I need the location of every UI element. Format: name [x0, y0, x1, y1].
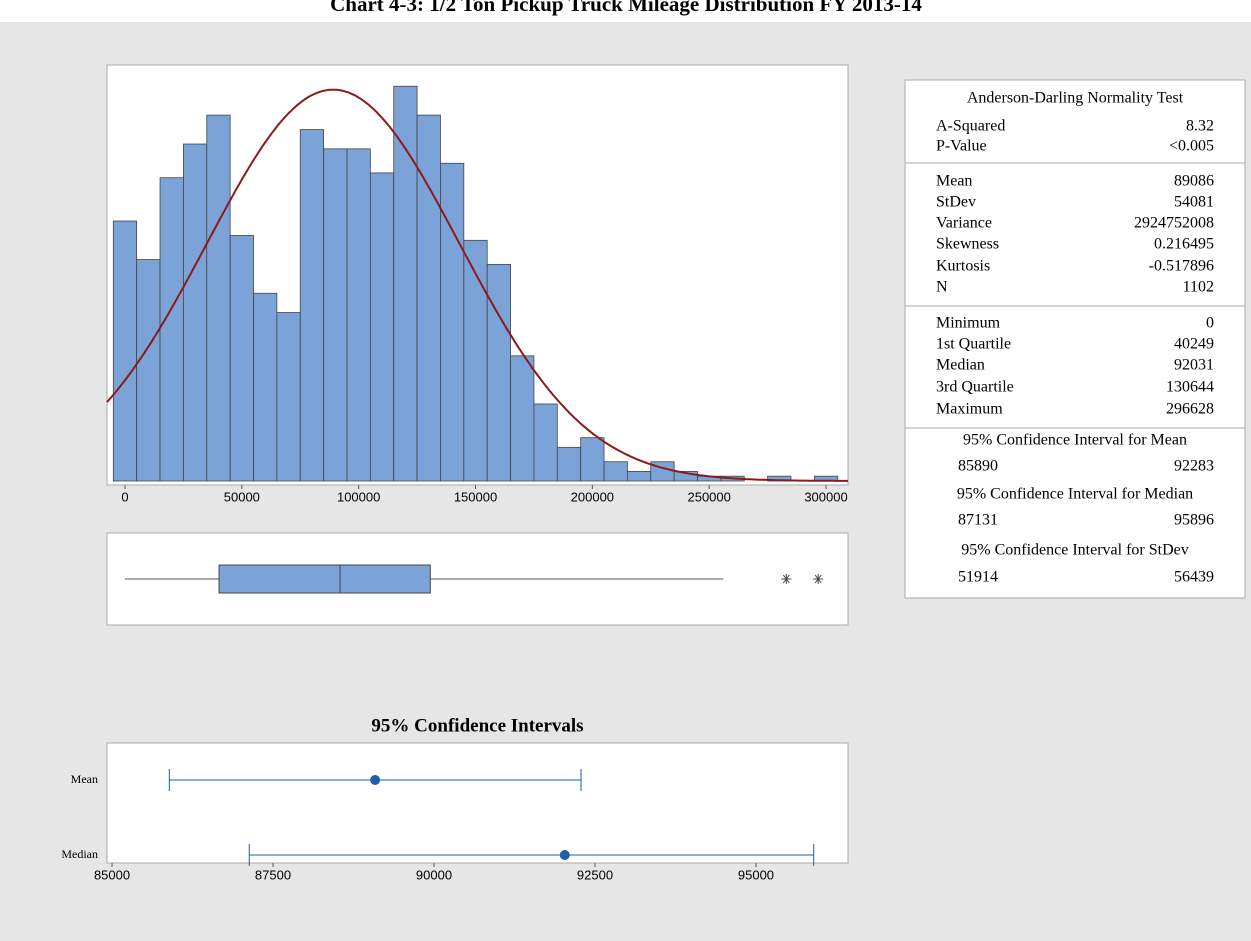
chart-title: Chart 4-3: 1/2 Ton Pickup Truck Mileage … — [330, 0, 922, 16]
histogram-bar — [136, 259, 161, 482]
interval-high: 56439 — [1174, 569, 1214, 586]
stat-label: Median — [936, 357, 985, 374]
stat-label: N — [936, 279, 948, 296]
histogram-bar — [603, 461, 628, 482]
stat-label: Mean — [936, 173, 972, 190]
stat-value: 0 — [1206, 315, 1214, 332]
box — [218, 564, 431, 594]
interval-low: 85890 — [958, 458, 998, 475]
x-tick-label: 300000 — [804, 489, 847, 504]
histogram-bar — [393, 85, 418, 482]
interval-low: 51914 — [958, 569, 998, 586]
estimate-point — [559, 850, 570, 860]
stat-label: Maximum — [936, 401, 1003, 418]
x-tick-label: 92500 — [577, 867, 613, 882]
histogram-bar — [159, 177, 184, 482]
histogram-bar — [416, 114, 441, 482]
summary-table — [904, 79, 1246, 599]
stat-value: 54081 — [1174, 194, 1214, 211]
interval-high: 92283 — [1174, 458, 1214, 475]
stat-value: 89086 — [1174, 173, 1214, 190]
x-tick-label: 90000 — [416, 867, 452, 882]
histogram-bar — [253, 292, 278, 482]
x-tick-label: 95000 — [738, 867, 774, 882]
x-tick-label: 150000 — [454, 489, 497, 504]
stat-value: 40249 — [1174, 336, 1214, 353]
stat-label: A-Squared — [936, 118, 1005, 135]
histogram-bar — [580, 437, 605, 482]
plot-frame — [106, 742, 849, 864]
estimate-point — [370, 775, 381, 785]
stat-label: Skewness — [936, 236, 999, 253]
histogram-bar — [299, 129, 325, 482]
histogram-bar — [369, 172, 395, 482]
x-tick-label: 0 — [121, 489, 128, 504]
stat-label: Variance — [936, 215, 992, 232]
interval-high: 95896 — [1174, 512, 1214, 529]
stat-value: <0.005 — [1169, 138, 1214, 155]
histogram-bar — [323, 148, 348, 482]
histogram-bar — [627, 470, 652, 482]
stat-value: 0.216495 — [1154, 236, 1214, 253]
histogram-bar — [533, 403, 558, 482]
normal-fit-curve — [106, 88, 848, 482]
stat-value: 92031 — [1174, 357, 1214, 374]
interval-title: 95% Confidence Intervals — [371, 715, 583, 736]
stat-value: -0.517896 — [1149, 258, 1214, 275]
stat-label: StDev — [936, 194, 976, 211]
y-category-label: Median — [61, 847, 98, 861]
x-tick-label: 200000 — [571, 489, 614, 504]
x-tick-label: 100000 — [337, 489, 380, 504]
histogram-bar — [206, 114, 231, 482]
x-tick-label: 87500 — [255, 867, 291, 882]
histogram-bar — [440, 162, 465, 482]
interval-low: 87131 — [958, 512, 998, 529]
interval-heading: 95% Confidence Interval for StDev — [961, 542, 1188, 559]
histogram-bar — [112, 220, 138, 482]
x-tick-label: 50000 — [224, 489, 260, 504]
interval-heading: 95% Confidence Interval for Mean — [963, 432, 1187, 449]
stat-value: 1102 — [1183, 279, 1214, 296]
histogram-bar — [463, 239, 488, 482]
histogram-bar — [183, 143, 208, 482]
stat-value: 130644 — [1166, 379, 1214, 396]
stat-label: 3rd Quartile — [936, 379, 1014, 396]
stat-label: P-Value — [936, 138, 987, 155]
interval-heading: 95% Confidence Interval for Median — [957, 486, 1193, 503]
stat-value: 2924752008 — [1134, 215, 1214, 232]
histogram-bar — [486, 263, 511, 482]
outlier — [813, 574, 824, 584]
histogram-bar — [229, 235, 254, 482]
x-tick-label: 85000 — [94, 867, 130, 882]
x-tick-label: 250000 — [687, 489, 730, 504]
table-heading: Anderson-Darling Normality Test — [967, 90, 1184, 107]
histogram-bar — [510, 355, 535, 482]
stat-label: Kurtosis — [936, 258, 990, 275]
stat-value: 8.32 — [1186, 118, 1214, 135]
stat-label: Minimum — [936, 315, 1001, 332]
histogram-bar — [276, 312, 301, 482]
histogram-bar — [556, 446, 582, 482]
y-category-label: Mean — [71, 772, 98, 786]
outlier — [781, 574, 792, 584]
stat-value: 296628 — [1166, 401, 1214, 418]
stat-label: 1st Quartile — [936, 336, 1011, 353]
histogram-bar — [346, 148, 371, 482]
